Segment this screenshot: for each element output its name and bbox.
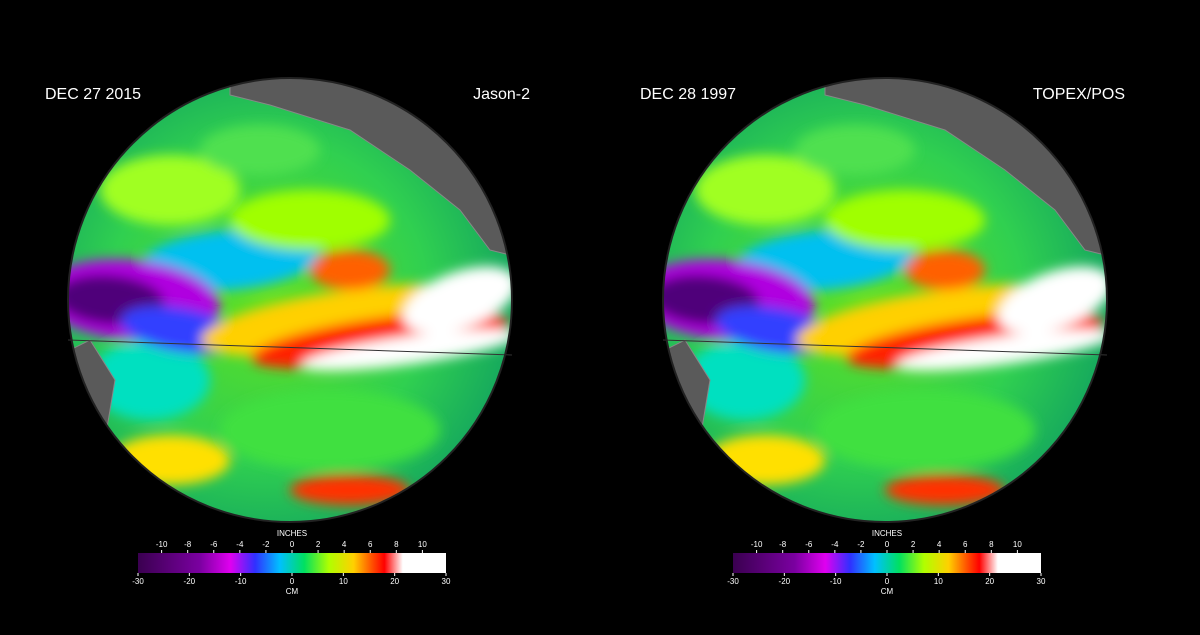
anomaly [705, 435, 825, 485]
equator [662, 339, 1108, 356]
inch-tick-label: -10 [751, 540, 763, 549]
anomaly [310, 250, 390, 290]
cm-tick-label: 30 [442, 577, 451, 586]
inches-label: INCHES [277, 529, 307, 538]
cm-tick-label: 0 [885, 577, 890, 586]
anomaly-field [68, 125, 512, 505]
cm-tick-label: -10 [235, 577, 247, 586]
satellite-label: TOPEX/POS [1033, 86, 1125, 103]
inch-tick-label: -4 [831, 540, 839, 549]
cm-tick-label: 10 [339, 577, 348, 586]
anomaly-field [663, 125, 1107, 505]
inch-tick-label: 10 [418, 540, 427, 549]
inch-tick-label: 8 [394, 540, 399, 549]
anomaly [230, 190, 390, 250]
inch-tick-label: 2 [911, 540, 916, 549]
cm-tick-label: 0 [290, 577, 295, 586]
globe [663, 78, 1107, 522]
cm-tick-label: 30 [1037, 577, 1046, 586]
inch-tick-label: -8 [184, 540, 192, 549]
inch-tick-label: -4 [236, 540, 244, 549]
anomaly [896, 329, 1107, 371]
equator [67, 339, 513, 356]
anomaly [290, 475, 410, 505]
anomaly [301, 329, 512, 371]
cm-tick-label: -10 [830, 577, 842, 586]
cm-tick-label: -30 [132, 577, 144, 586]
inch-tick-label: 0 [290, 540, 295, 549]
colorbar-gradient [733, 553, 1041, 573]
anomaly [90, 340, 210, 420]
inch-tick-label: 10 [1013, 540, 1022, 549]
satellite-label: Jason-2 [473, 86, 530, 103]
anomaly [997, 266, 1107, 334]
date-label: DEC 27 2015 [45, 86, 141, 103]
anomaly [220, 390, 440, 470]
inches-label: INCHES [872, 529, 902, 538]
colorbar: INCHES-10 -8 -6 -4 -2 0 2 4 6 8 10-30 -20 -10 0 10 20 30… [132, 529, 451, 596]
anomaly [100, 155, 240, 225]
cm-tick-label: 10 [934, 577, 943, 586]
inch-tick-label: 6 [368, 540, 373, 549]
inch-tick-label: 8 [989, 540, 994, 549]
anomaly [402, 266, 512, 334]
inch-tick-label: -8 [779, 540, 787, 549]
cm-label: CM [286, 587, 299, 596]
colorbar-gradient [138, 553, 446, 573]
anomaly [905, 250, 985, 290]
globe-rim [662, 77, 1108, 523]
inch-tick-label: -2 [262, 540, 270, 549]
anomaly [110, 435, 230, 485]
cm-tick-label: -20 [779, 577, 791, 586]
inch-tick-label: -6 [805, 540, 813, 549]
anomaly [695, 155, 835, 225]
inch-tick-label: 0 [885, 540, 890, 549]
anomaly [815, 390, 1035, 470]
inch-tick-label: 6 [963, 540, 968, 549]
inch-tick-label: -10 [156, 540, 168, 549]
inch-tick-label: -6 [210, 540, 218, 549]
cm-tick-label: 20 [390, 577, 399, 586]
date-label: DEC 28 1997 [640, 86, 736, 103]
inch-tick-label: 2 [316, 540, 321, 549]
inch-tick-label: -2 [857, 540, 865, 549]
anomaly [825, 190, 985, 250]
inch-tick-label: 4 [937, 540, 942, 549]
anomaly [885, 475, 1005, 505]
cm-tick-label: -30 [727, 577, 739, 586]
globe-rim [67, 77, 513, 523]
anomaly [685, 340, 805, 420]
anomaly [200, 125, 320, 175]
inch-tick-label: 4 [342, 540, 347, 549]
cm-tick-label: -20 [184, 577, 196, 586]
colorbar: INCHES-10 -8 -6 -4 -2 0 2 4 6 8 10-30 -20 -10 0 10 20 30… [727, 529, 1046, 596]
anomaly [795, 125, 915, 175]
globe [68, 78, 512, 522]
cm-tick-label: 20 [985, 577, 994, 586]
cm-label: CM [881, 587, 894, 596]
